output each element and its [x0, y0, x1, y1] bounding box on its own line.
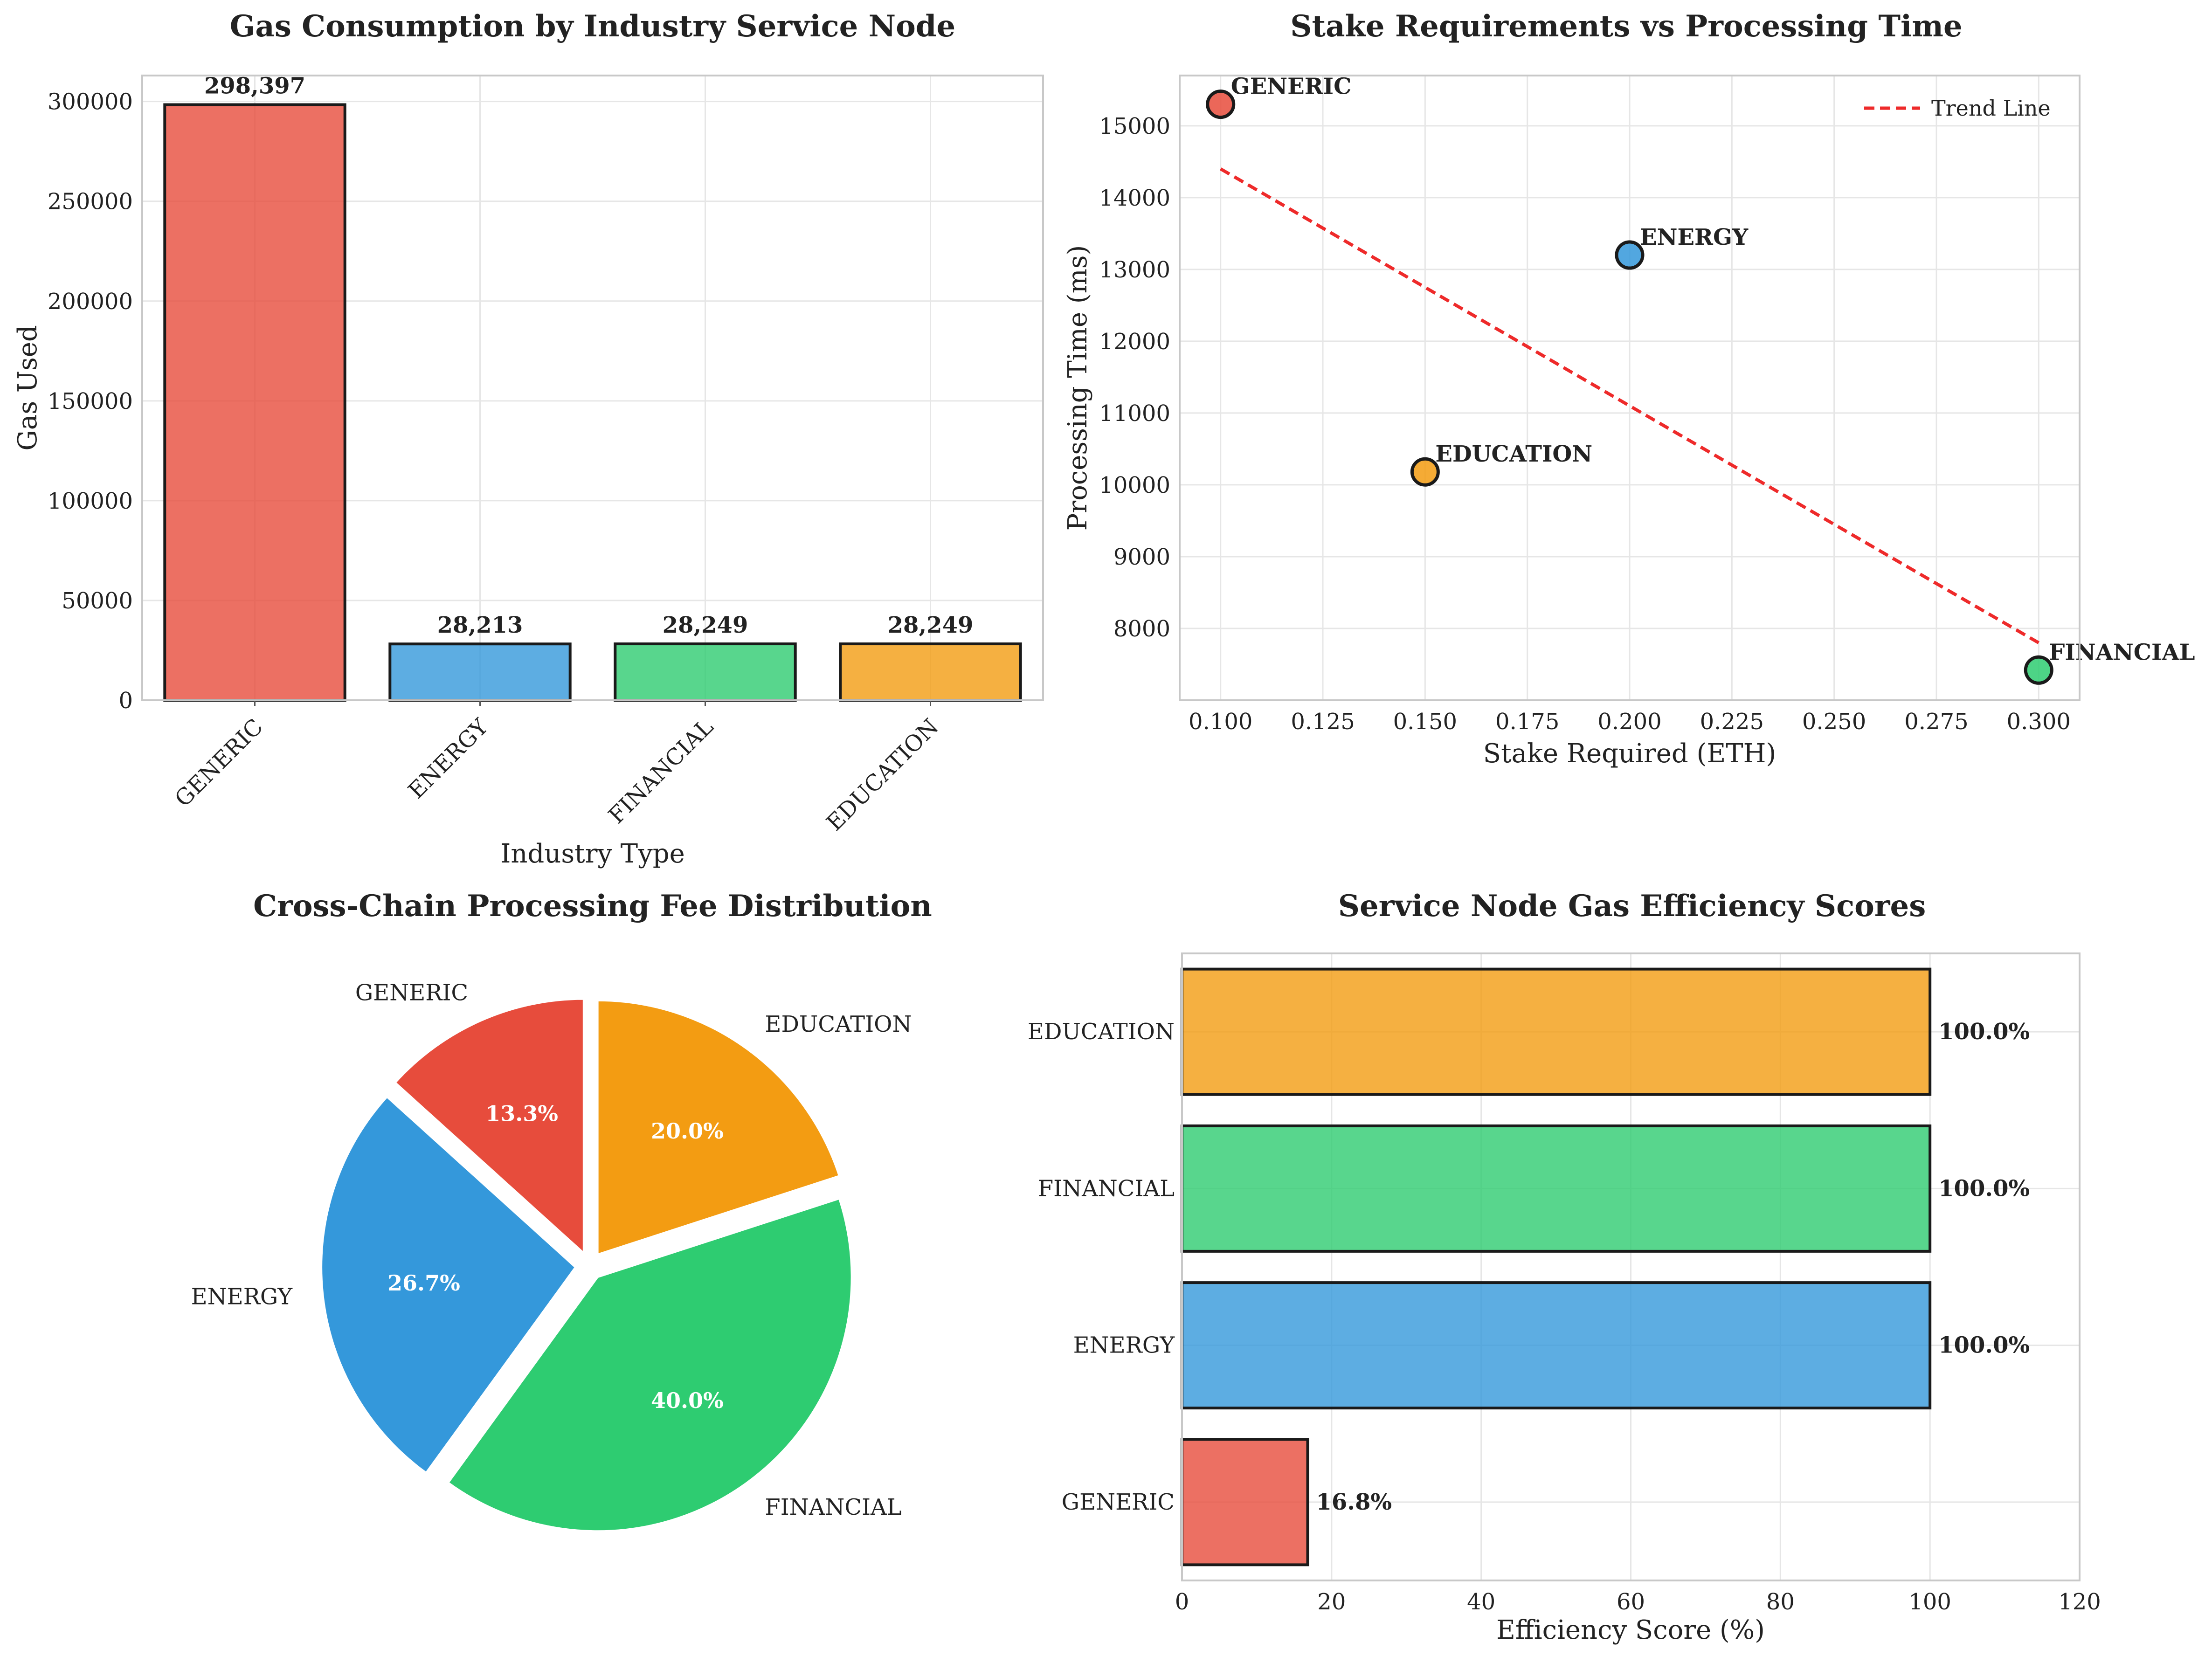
gas-consumption-frame: [141, 75, 1044, 701]
scatter-ytick-label: 10000: [1099, 472, 1170, 498]
fee-distribution-title: Cross-Chain Processing Fee Distribution: [253, 889, 932, 924]
scatter-ytick-label: 12000: [1099, 329, 1170, 355]
efficiency-scores-title: Service Node Gas Efficiency Scores: [1338, 889, 1926, 924]
eff-ytick-label-financial: FINANCIAL: [1038, 1175, 1175, 1201]
scatter-xtick-label: 0.150: [1393, 709, 1457, 735]
eff-xtick-label: 80: [1766, 1589, 1795, 1615]
gas-xtick-label-generic: GENERIC: [170, 714, 268, 812]
scatter-ytick-label: 14000: [1099, 185, 1170, 211]
gas-xtick-label-education: EDUCATION: [822, 714, 944, 836]
eff-ytick-label-education: EDUCATION: [1028, 1019, 1175, 1045]
gas-ytick-label: 50000: [62, 588, 133, 614]
scatter-xtick-label: 0.225: [1700, 709, 1764, 735]
pie-label-financial: FINANCIAL: [765, 1494, 901, 1520]
pie-label-education: EDUCATION: [765, 1011, 912, 1037]
stake-vs-time-title: Stake Requirements vs Processing Time: [1290, 9, 1962, 44]
eff-xtick-label: 120: [2058, 1589, 2101, 1615]
scatter-xtick-label: 0.175: [1495, 709, 1559, 735]
pie-pct-label-education: 20.0%: [651, 1118, 724, 1144]
scatter-ytick-label: 8000: [1113, 616, 1170, 642]
gas-consumption-xlabel: Industry Type: [500, 839, 685, 869]
gas-consumption-chart: Gas Consumption by Industry Service Node…: [13, 9, 1044, 869]
pie-pct-label-financial: 40.0%: [651, 1388, 724, 1413]
gas-bar-financial: [614, 642, 797, 702]
efficiency-scores-frame: [1181, 952, 2081, 1581]
gas-bar-education: [839, 642, 1022, 702]
eff-xtick-label: 60: [1617, 1589, 1645, 1615]
gas-value-label-financial: 28,249: [663, 612, 748, 638]
eff-xtick-label: 20: [1317, 1589, 1346, 1615]
pie-slice-generic: [394, 998, 585, 1256]
eff-ytick-label-generic: GENERIC: [1062, 1489, 1175, 1515]
pie-pct-label-generic: 13.3%: [485, 1101, 558, 1126]
gas-ytick-label: 0: [118, 688, 133, 714]
eff-xtick-label: 40: [1467, 1589, 1495, 1615]
scatter-point-label-education: EDUCATION: [1435, 441, 1592, 467]
eff-xtick-label: 0: [1175, 1589, 1189, 1615]
gas-ytick-label: 200000: [48, 289, 133, 315]
stake-vs-time-chart: Stake Requirements vs Processing Time GE…: [1063, 9, 2195, 769]
efficiency-scores-chart: Service Node Gas Efficiency Scores 16.8%…: [1028, 889, 2101, 1645]
eff-value-label-generic: 16.8%: [1316, 1489, 1392, 1515]
gas-value-label-energy: 28,213: [437, 612, 523, 638]
scatter-ytick-label: 9000: [1113, 544, 1170, 570]
scatter-point-education: [1410, 457, 1440, 487]
pie-label-energy: ENERGY: [191, 1283, 293, 1310]
scatter-ytick-label: 15000: [1099, 113, 1170, 139]
pie-label-generic: GENERIC: [355, 980, 468, 1006]
scatter-xtick-label: 0.125: [1291, 709, 1355, 735]
scatter-xtick-label: 0.250: [1802, 709, 1866, 735]
legend-trend-label: Trend Line: [1931, 96, 2051, 121]
gas-ytick-label: 100000: [48, 488, 133, 514]
gas-consumption-ylabel: Gas Used: [13, 325, 43, 451]
eff-bar-financial: [1181, 1124, 1932, 1253]
eff-ytick-label-energy: ENERGY: [1073, 1332, 1175, 1359]
scatter-point-financial: [2024, 655, 2053, 685]
gas-bar-generic: [163, 103, 346, 702]
stake-vs-time-legend: Trend Line: [1864, 96, 2051, 121]
eff-bar-generic: [1181, 1438, 1309, 1566]
gas-xtick-label-financial: FINANCIAL: [603, 714, 719, 829]
eff-bar-energy: [1181, 1281, 1932, 1410]
gas-value-label-education: 28,249: [888, 612, 974, 638]
scatter-point-label-generic: GENERIC: [1231, 74, 1352, 100]
pie-slice-energy: [320, 1095, 577, 1474]
gas-bar-energy: [388, 642, 572, 702]
gas-ytick-label: 300000: [48, 89, 133, 115]
scatter-point-label-financial: FINANCIAL: [2049, 639, 2195, 665]
scatter-xtick-label: 0.275: [1904, 709, 1968, 735]
gas-xtick-label-energy: ENERGY: [403, 713, 494, 804]
stake-vs-time-ylabel: Processing Time (ms): [1063, 245, 1093, 531]
eff-value-label-financial: 100.0%: [1938, 1175, 2030, 1201]
pie-slice-financial: [447, 1197, 853, 1532]
scatter-xtick-label: 0.100: [1189, 709, 1252, 735]
gas-ytick-label: 150000: [48, 388, 133, 414]
eff-bar-education: [1181, 967, 1932, 1096]
eff-value-label-energy: 100.0%: [1938, 1332, 2030, 1359]
pie-slice-education: [596, 999, 841, 1256]
scatter-ytick-label: 13000: [1099, 257, 1170, 283]
scatter-xtick-label: 0.200: [1597, 709, 1661, 735]
stake-vs-time-frame: [1179, 75, 2081, 701]
gas-value-label-generic: 298,397: [204, 73, 305, 99]
gas-consumption-title: Gas Consumption by Industry Service Node: [230, 9, 956, 44]
scatter-ytick-label: 11000: [1099, 400, 1170, 427]
eff-xtick-label: 100: [1908, 1589, 1951, 1615]
scatter-xtick-label: 0.300: [2007, 709, 2071, 735]
fee-distribution-chart: Cross-Chain Processing Fee Distribution …: [191, 889, 932, 1532]
scatter-point-generic: [1206, 90, 1236, 119]
efficiency-scores-xlabel: Efficiency Score (%): [1496, 1615, 1765, 1645]
stake-vs-time-xlabel: Stake Required (ETH): [1483, 738, 1777, 769]
pie-pct-label-energy: 26.7%: [387, 1270, 460, 1296]
gas-ytick-label: 250000: [48, 189, 133, 215]
eff-value-label-education: 100.0%: [1938, 1019, 2030, 1045]
scatter-point-label-energy: ENERGY: [1640, 224, 1749, 250]
scatter-point-energy: [1615, 240, 1645, 270]
